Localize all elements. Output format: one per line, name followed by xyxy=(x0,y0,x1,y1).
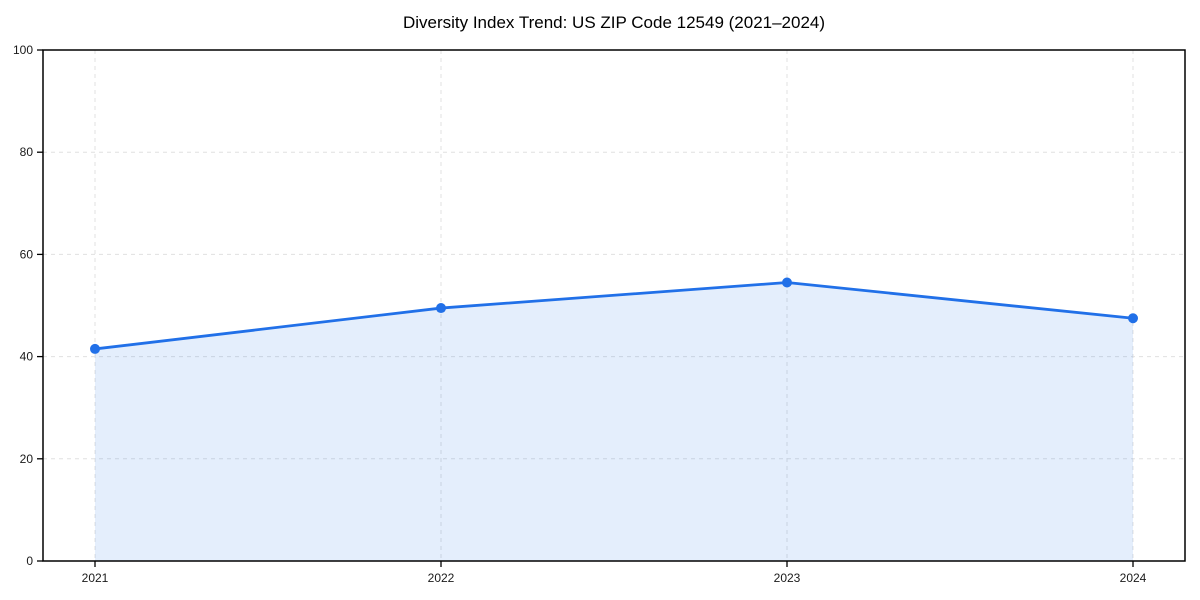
data-point-marker xyxy=(1128,313,1138,324)
data-point-marker xyxy=(90,343,100,354)
y-tick-label: 80 xyxy=(20,145,34,159)
data-point-marker xyxy=(782,277,792,288)
x-tick-label: 2023 xyxy=(774,571,801,585)
y-tick-label: 20 xyxy=(20,452,34,466)
y-tick-label: 0 xyxy=(26,554,33,568)
trend-line xyxy=(93,281,1135,351)
y-tick-label: 60 xyxy=(20,247,34,261)
chart-title: Diversity Index Trend: US ZIP Code 12549… xyxy=(402,13,826,32)
x-tick-label: 2024 xyxy=(1120,571,1147,585)
x-tick-label: 2021 xyxy=(82,571,109,585)
y-tick-label: 40 xyxy=(20,350,34,364)
area-fill xyxy=(95,282,1133,561)
y-tick-label: 100 xyxy=(13,43,33,57)
plot-border xyxy=(42,49,1186,562)
data-point-marker xyxy=(436,303,446,314)
x-tick-label: 2022 xyxy=(428,571,455,585)
